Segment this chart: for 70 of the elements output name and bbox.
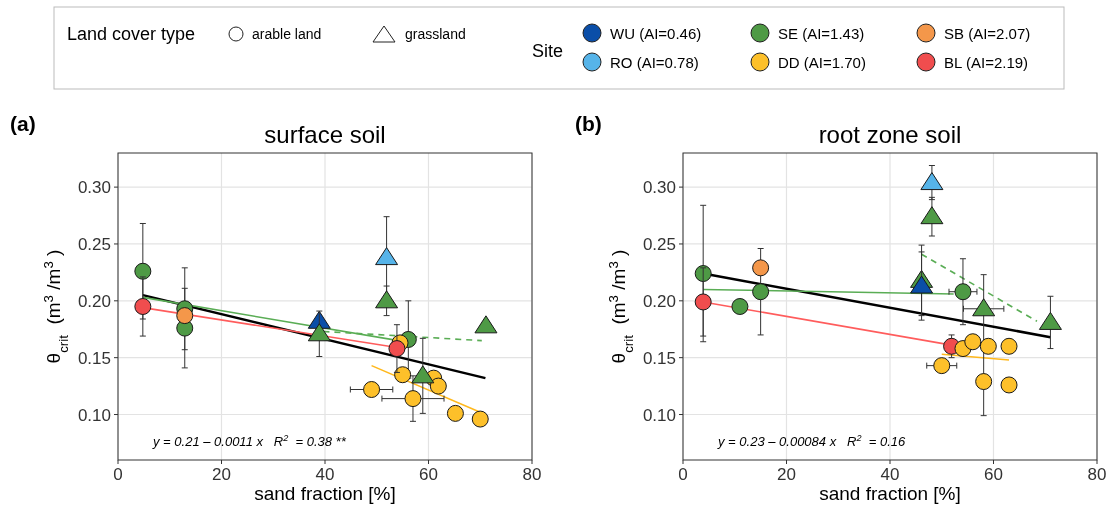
- point: [694, 265, 712, 283]
- x-tick-label: 60: [419, 465, 438, 484]
- y-tick-label: 0.25: [77, 234, 111, 254]
- point: [375, 247, 399, 266]
- legend-label: DD (AI=1.70): [778, 54, 866, 71]
- point: [134, 298, 152, 315]
- text: arable land: [252, 26, 322, 42]
- chart-title: surface soil: [264, 121, 386, 148]
- y-tick-label: 0.30: [642, 178, 676, 198]
- chart-title: root zone soil: [818, 121, 962, 148]
- text: (b): [575, 112, 602, 135]
- text: (a): [10, 112, 36, 135]
- y-tick-label: 0.10: [642, 405, 676, 425]
- point: [920, 206, 944, 225]
- x-axis-title: sand fraction [%]: [819, 483, 961, 504]
- x-tick-label: 40: [315, 465, 335, 484]
- point: [972, 298, 996, 317]
- point: [375, 290, 399, 309]
- point: [964, 333, 982, 351]
- point: [176, 307, 194, 325]
- legend-label: BL (AI=2.19): [944, 54, 1029, 71]
- x-tick-label: 60: [984, 465, 1003, 484]
- y-tick-label: 0.10: [77, 405, 111, 425]
- x-tick-label: 0: [678, 465, 688, 484]
- y-tick-label: 0.25: [642, 234, 676, 254]
- point: [474, 315, 498, 334]
- point: [134, 262, 152, 280]
- text: Land cover type: [67, 24, 196, 44]
- point: [954, 283, 972, 301]
- point: [1038, 311, 1062, 330]
- point: [363, 381, 381, 398]
- point: [975, 373, 993, 391]
- point: [979, 337, 997, 355]
- text: grassland: [405, 26, 466, 42]
- point: [933, 357, 951, 375]
- point: [394, 366, 412, 384]
- legend-title: Site: [532, 41, 564, 61]
- y-tick-label: 0.20: [77, 291, 111, 311]
- point: [429, 377, 447, 395]
- point: [920, 172, 944, 191]
- point: [471, 410, 489, 428]
- y-tick-label: 0.15: [642, 348, 676, 368]
- point: [694, 293, 712, 311]
- point: [752, 283, 770, 301]
- legend-label: WU (AI=0.46): [610, 25, 702, 42]
- legend-label: SB (AI=2.07): [944, 25, 1031, 42]
- x-tick-label: 80: [1087, 465, 1107, 484]
- legend-label: SE (AI=1.43): [778, 25, 865, 42]
- point: [752, 259, 770, 277]
- point: [910, 275, 934, 294]
- x-tick-label: 20: [212, 465, 231, 484]
- point: [404, 390, 422, 408]
- legend-label: RO (AI=0.78): [610, 54, 699, 71]
- y-tick-label: 0.30: [77, 178, 111, 198]
- y-tick-label: 0.15: [77, 348, 111, 368]
- point: [307, 323, 331, 342]
- x-tick-label: 0: [113, 465, 123, 484]
- point: [1000, 337, 1018, 355]
- annotation: y = 0.21 – 0.0011 x R$^{2}$ = 0.38 **: [152, 433, 347, 449]
- point: [446, 404, 464, 422]
- point: [388, 340, 406, 358]
- x-tick-label: 80: [522, 465, 542, 484]
- point: [731, 298, 749, 315]
- annotation: y = 0.23 – 0.00084 x R$^{2}$ = 0.16: [717, 433, 906, 449]
- x-tick-label: 20: [777, 465, 796, 484]
- x-axis-title: sand fraction [%]: [254, 483, 396, 504]
- point: [1000, 376, 1018, 394]
- point: [411, 365, 435, 384]
- x-tick-label: 40: [880, 465, 900, 484]
- y-tick-label: 0.20: [642, 291, 676, 311]
